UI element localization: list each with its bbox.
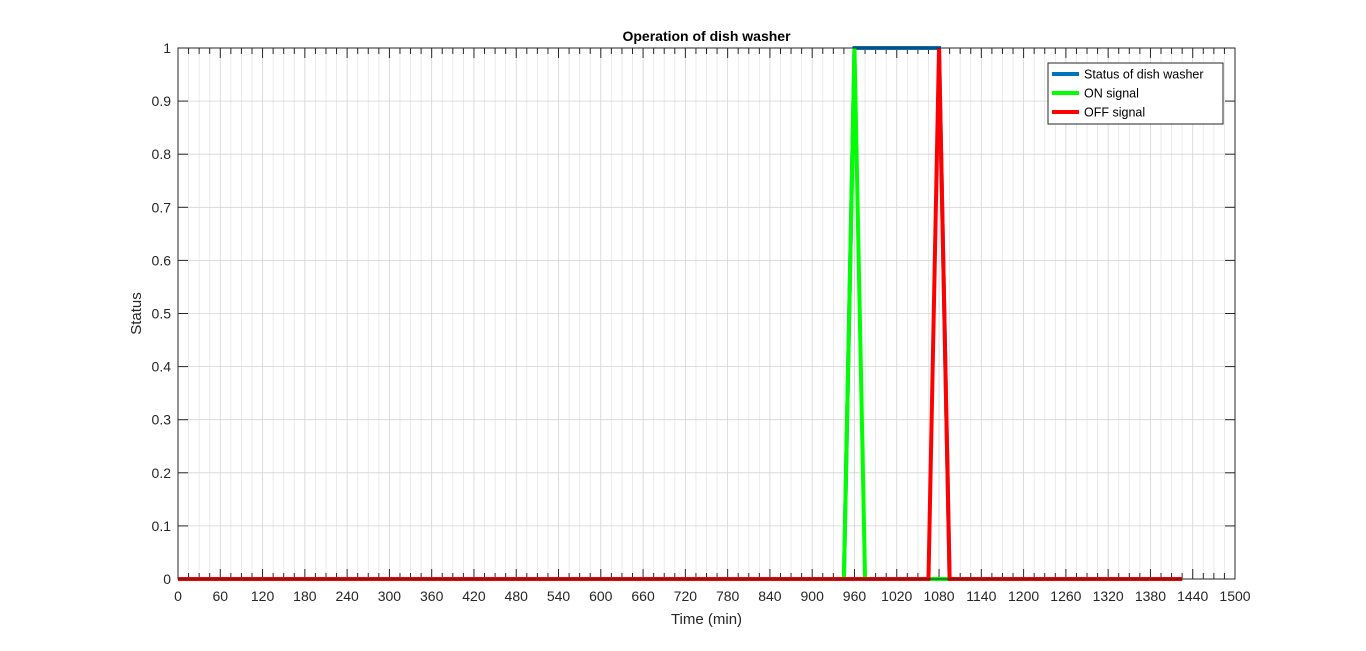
y-tick-label: 1: [163, 40, 171, 56]
x-tick-label: 1380: [1135, 588, 1166, 604]
x-tick-label: 1320: [1093, 588, 1124, 604]
x-tick-label: 420: [462, 588, 486, 604]
y-tick-label: 0.5: [152, 306, 172, 322]
x-tick-label: 480: [505, 588, 529, 604]
y-tick-label: 0.3: [152, 412, 172, 428]
x-tick-label: 660: [631, 588, 655, 604]
y-tick-label: 0.2: [152, 465, 172, 481]
legend-label: ON signal: [1084, 87, 1139, 101]
x-tick-label: 1260: [1050, 588, 1081, 604]
x-tick-label: 180: [293, 588, 317, 604]
legend-label: OFF signal: [1084, 106, 1145, 120]
y-tick-label: 0.6: [152, 252, 172, 268]
x-tick-label: 780: [716, 588, 740, 604]
y-tick-label: 0.7: [152, 199, 172, 215]
x-axis-label: Time (min): [671, 611, 742, 628]
legend-label: Status of dish washer: [1084, 68, 1204, 82]
legend: Status of dish washer ON signal OFF signal: [1047, 62, 1224, 125]
x-tick-label: 120: [251, 588, 275, 604]
x-tick-label: 1200: [1008, 588, 1039, 604]
x-tick-labels: 0 60 120 180 240 300 360 420 480 540 600 660 720 780 8…: [174, 588, 1251, 604]
x-tick-label: 240: [335, 588, 359, 604]
y-axis-label: Status: [128, 292, 145, 335]
x-tick-label: 360: [420, 588, 444, 604]
x-tick-label: 300: [378, 588, 402, 604]
y-tick-label: 0.1: [152, 518, 172, 534]
x-tick-label: 960: [843, 588, 867, 604]
x-tick-label: 0: [174, 588, 182, 604]
y-tick-label: 0.8: [152, 146, 172, 162]
x-tick-label: 840: [758, 588, 782, 604]
x-tick-label: 720: [674, 588, 698, 604]
x-tick-label: 1020: [881, 588, 912, 604]
y-tick-label: 0.4: [152, 359, 172, 375]
chart-title: Operation of dish washer: [622, 28, 791, 44]
x-tick-label: 1080: [923, 588, 954, 604]
x-tick-label: 1500: [1219, 588, 1250, 604]
x-tick-label: 1140: [966, 588, 996, 604]
x-tick-label: 1440: [1177, 588, 1208, 604]
y-tick-label: 0.9: [152, 93, 172, 109]
x-tick-label: 540: [547, 588, 571, 604]
y-tick-label: 0: [163, 571, 171, 587]
plot-area-border: [177, 47, 1236, 580]
x-tick-label: 60: [212, 588, 228, 604]
y-tick-labels: 0 0.1 0.2 0.3 0.4 0.5 0.6 0.7 0.8 0.9 1: [152, 40, 172, 587]
x-tick-label: 600: [589, 588, 613, 604]
x-tick-label: 900: [801, 588, 825, 604]
